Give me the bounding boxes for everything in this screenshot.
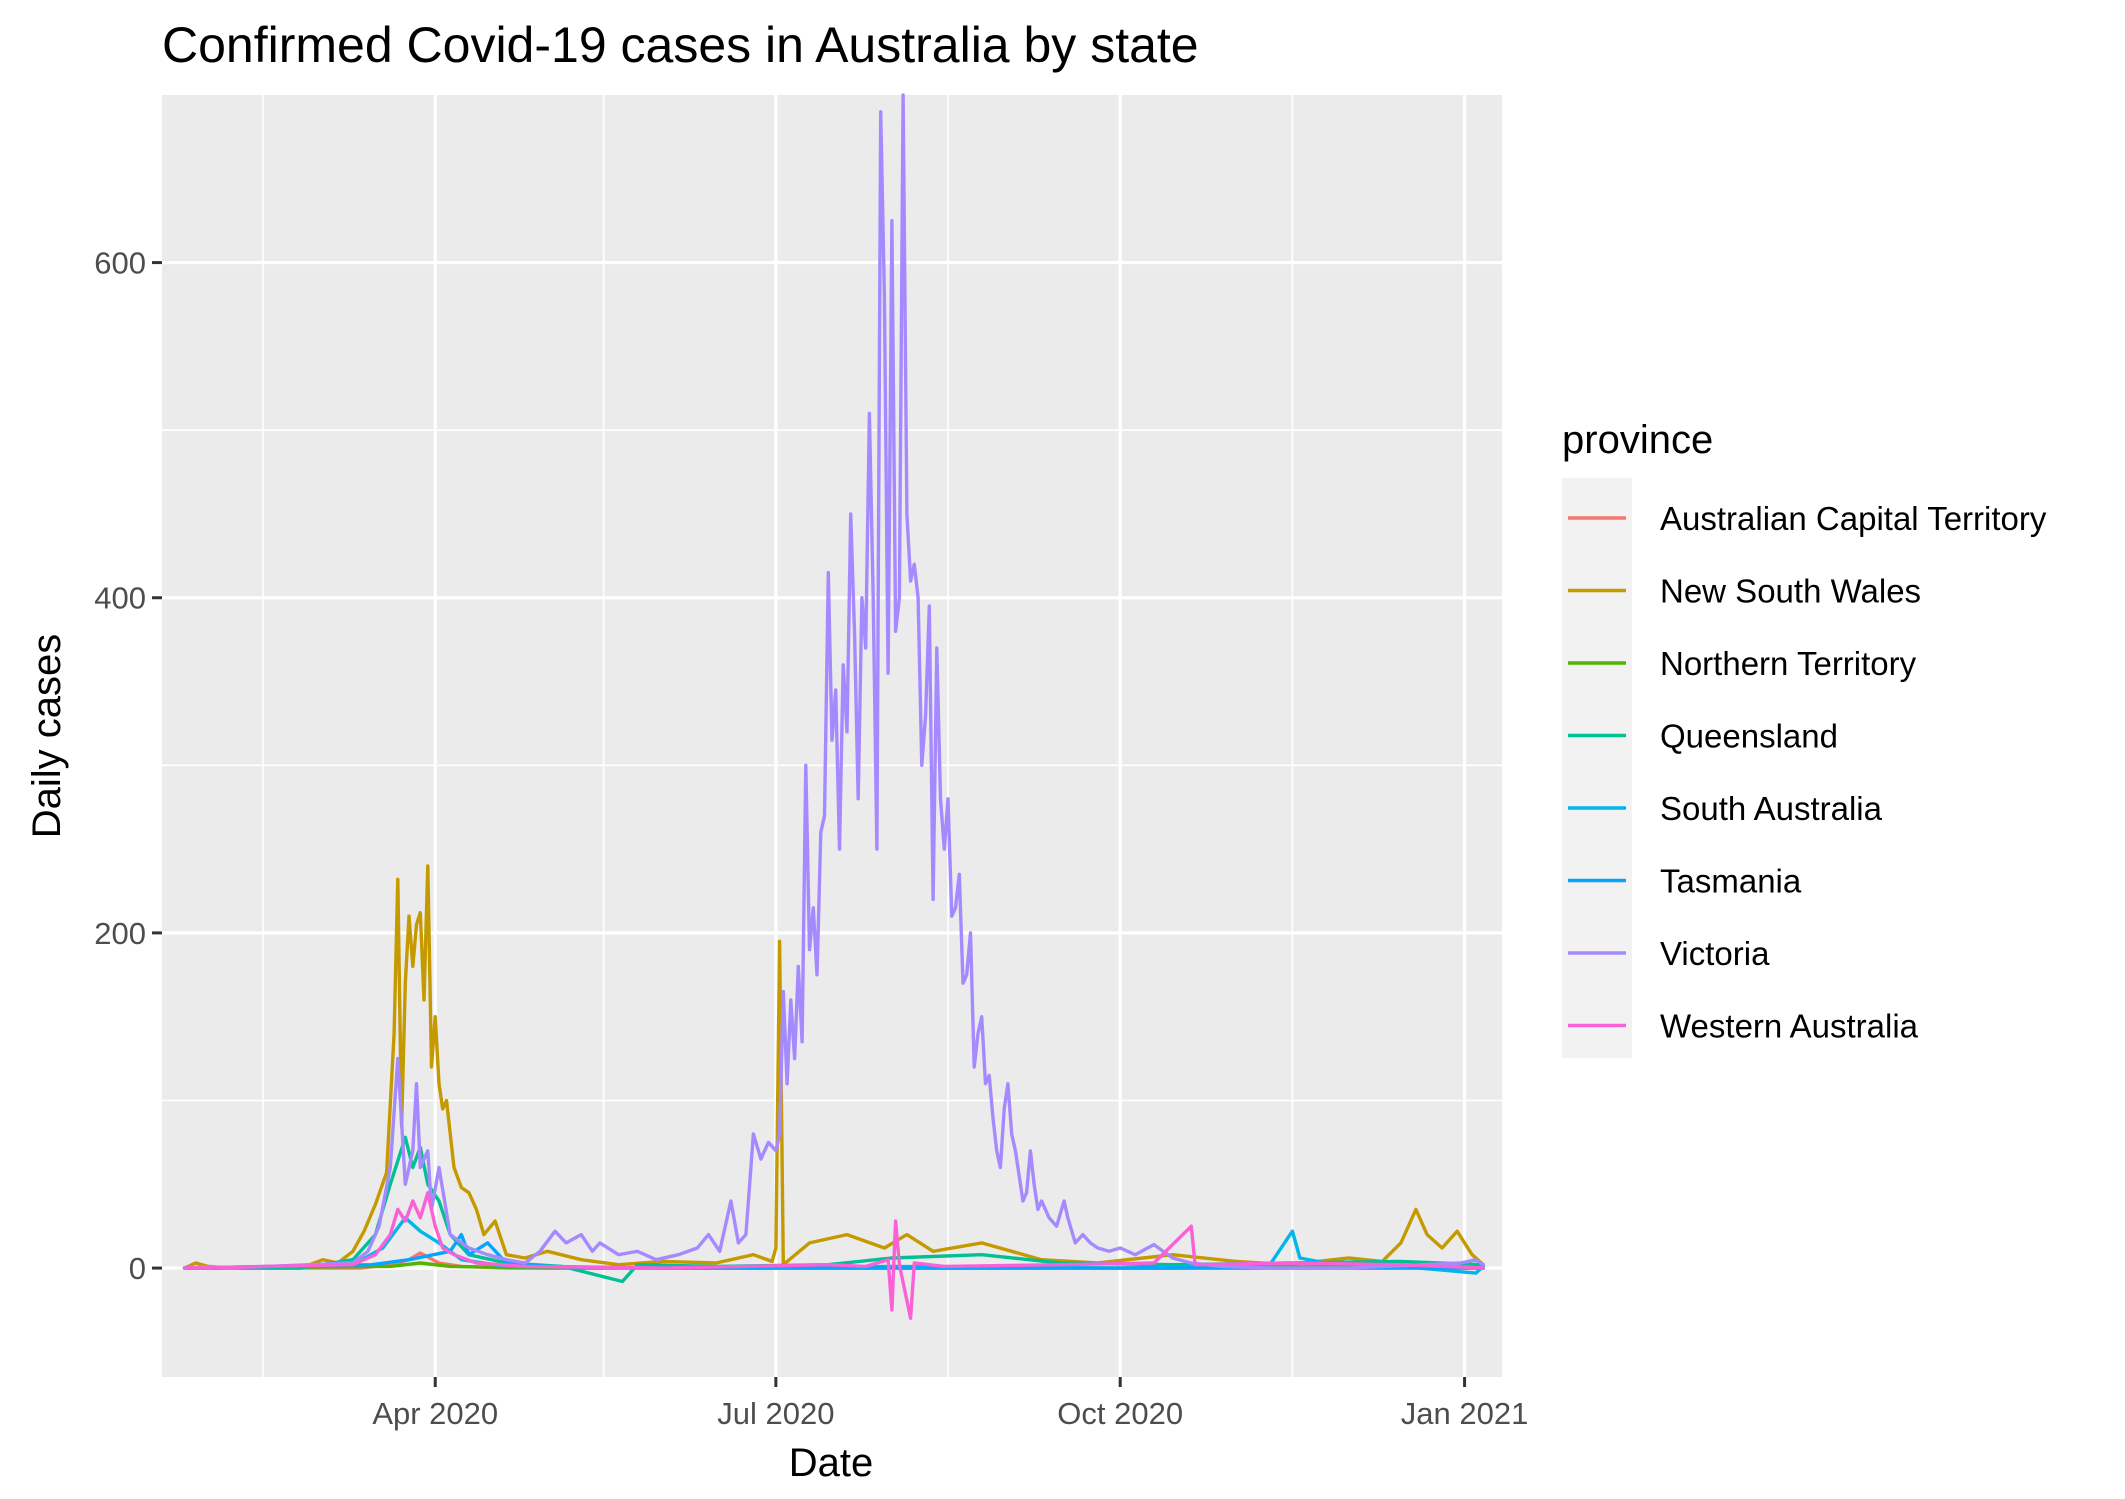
x-tick-label: Apr 2020 — [372, 1396, 498, 1431]
legend-label-south-australia: South Australia — [1660, 790, 1883, 827]
x-axis-title: Date — [789, 1441, 874, 1485]
legend-label-australian-capital-territory: Australian Capital Territory — [1660, 500, 2047, 537]
x-tick-label: Oct 2020 — [1057, 1396, 1183, 1431]
x-axis: Apr 2020 Jul 2020 Oct 2020 Jan 2021 — [372, 1377, 1528, 1431]
y-tick-label: 200 — [94, 916, 146, 951]
series-line-tasmania — [182, 1232, 1486, 1270]
chart-title: Confirmed Covid-19 cases in Australia by… — [162, 17, 1199, 73]
legend-label-northern-territory: Northern Territory — [1660, 645, 1917, 682]
legend-label-victoria: Victoria — [1660, 935, 1770, 972]
y-axis-title: Daily cases — [25, 634, 69, 839]
legend: province Australian Capital Territory New… — [1562, 418, 2047, 1058]
y-tick-label: 0 — [129, 1251, 146, 1286]
legend-title: province — [1562, 418, 1713, 462]
series-line-new-south-wales — [182, 864, 1486, 1270]
legend-label-western-australia: Western Australia — [1660, 1008, 1919, 1045]
legend-key-background — [1562, 478, 1632, 1058]
legend-label-tasmania: Tasmania — [1660, 863, 1802, 900]
y-tick-label: 600 — [94, 246, 146, 281]
minor-gridlines — [162, 95, 1502, 1377]
legend-label-new-south-wales: New South Wales — [1660, 573, 1921, 610]
legend-label-queensland: Queensland — [1660, 718, 1838, 755]
series-lines — [182, 93, 1486, 1321]
y-axis: 0 200 400 600 — [94, 246, 162, 1286]
y-tick-label: 400 — [94, 581, 146, 616]
x-tick-label: Jul 2020 — [717, 1396, 834, 1431]
x-tick-label: Jan 2021 — [1401, 1396, 1529, 1431]
series-line-victoria — [182, 93, 1486, 1270]
series-line-western-australia — [182, 1190, 1486, 1321]
